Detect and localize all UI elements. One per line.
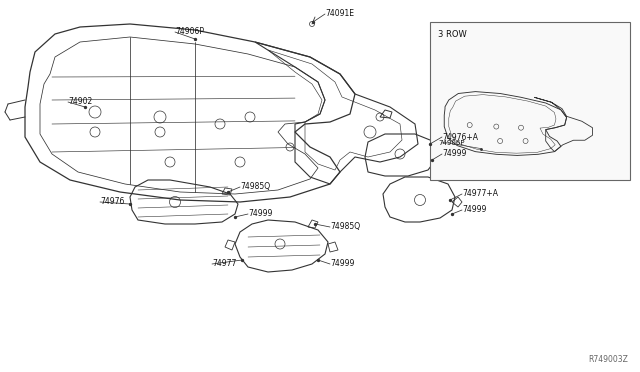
Text: 74999: 74999 (330, 260, 355, 269)
Text: 74906P: 74906P (438, 140, 465, 146)
Text: 74999: 74999 (248, 209, 273, 218)
Text: 74976+A: 74976+A (442, 132, 478, 141)
Text: 74906P: 74906P (175, 28, 204, 36)
Text: 74977+A: 74977+A (462, 189, 498, 199)
Text: 74977: 74977 (212, 260, 236, 269)
Text: 74985Q: 74985Q (240, 183, 270, 192)
Text: 74999: 74999 (462, 205, 486, 215)
Text: R749003Z: R749003Z (588, 355, 628, 364)
Text: 74091E: 74091E (325, 10, 354, 19)
Text: 74999: 74999 (442, 150, 467, 158)
Text: 74976: 74976 (100, 198, 124, 206)
Text: 3 ROW: 3 ROW (438, 30, 467, 39)
Text: 74902: 74902 (68, 97, 92, 106)
Text: 74985Q: 74985Q (330, 222, 360, 231)
Bar (430, 22, 630, 180)
